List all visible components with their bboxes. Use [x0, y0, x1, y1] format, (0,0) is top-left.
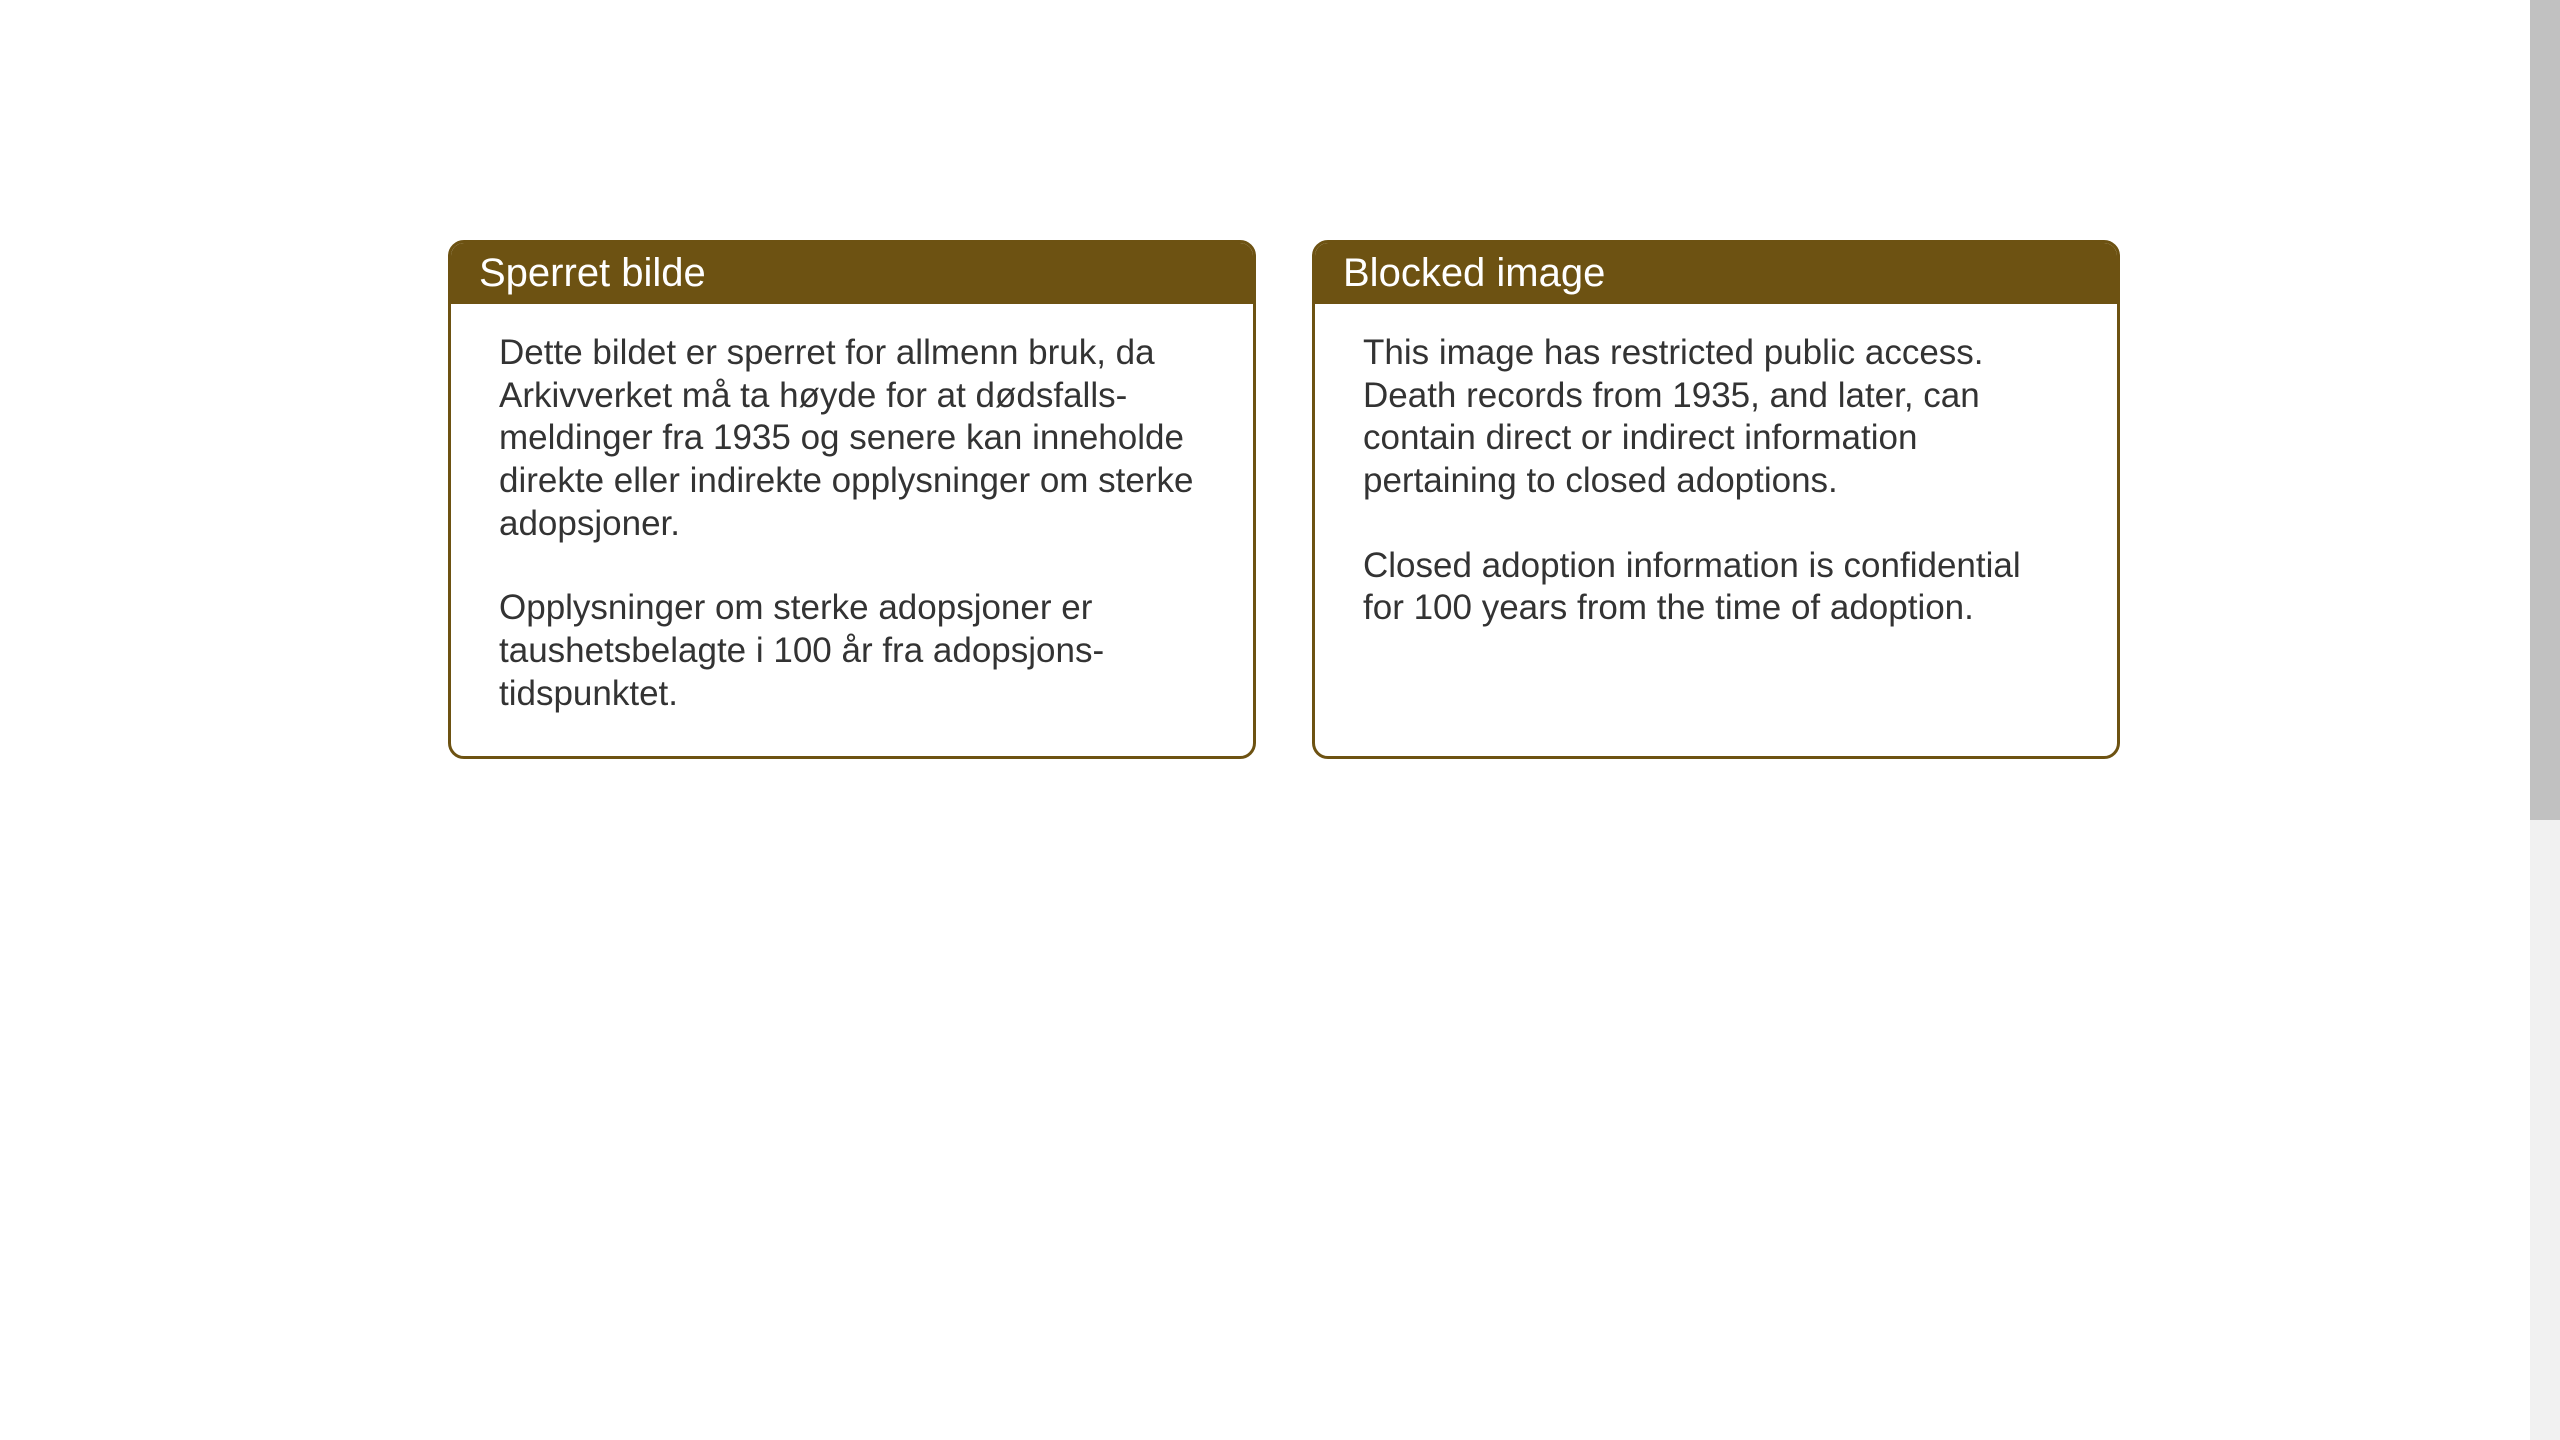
scrollbar-track[interactable]	[2530, 0, 2560, 1440]
notice-body-norwegian: Dette bildet er sperret for allmenn bruk…	[451, 304, 1253, 756]
notice-header-english: Blocked image	[1315, 243, 2117, 304]
notice-header-norwegian: Sperret bilde	[451, 243, 1253, 304]
notice-title-norwegian: Sperret bilde	[479, 251, 706, 295]
notice-paragraph-2-english: Closed adoption information is confident…	[1363, 545, 2069, 630]
notice-box-english: Blocked image This image has restricted …	[1312, 240, 2120, 759]
notice-paragraph-2-norwegian: Opplysninger om sterke adopsjoner er tau…	[499, 587, 1205, 715]
notices-container: Sperret bilde Dette bildet er sperret fo…	[448, 240, 2120, 759]
notice-paragraph-1-norwegian: Dette bildet er sperret for allmenn bruk…	[499, 332, 1205, 545]
notice-title-english: Blocked image	[1343, 251, 1605, 295]
notice-body-english: This image has restricted public access.…	[1315, 304, 2117, 670]
scrollbar-thumb[interactable]	[2530, 0, 2560, 820]
notice-box-norwegian: Sperret bilde Dette bildet er sperret fo…	[448, 240, 1256, 759]
notice-paragraph-1-english: This image has restricted public access.…	[1363, 332, 2069, 503]
